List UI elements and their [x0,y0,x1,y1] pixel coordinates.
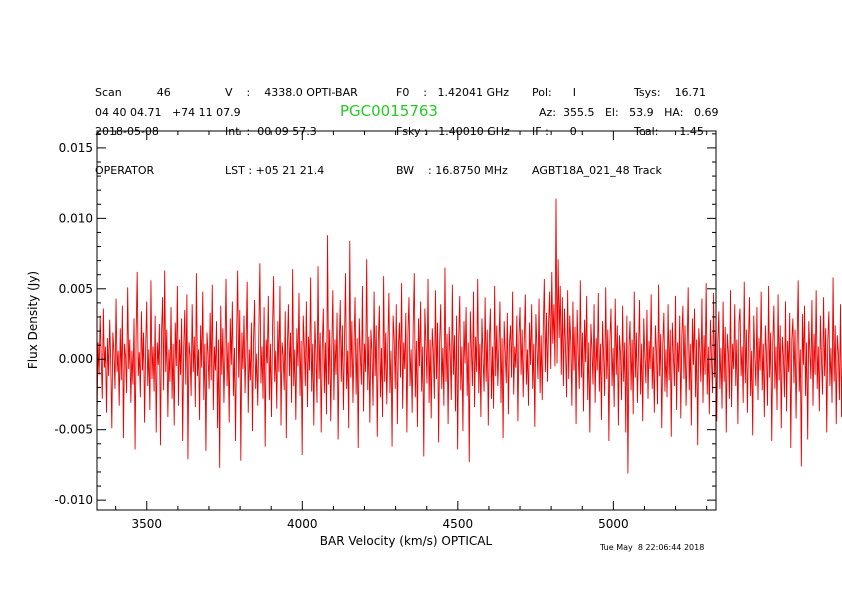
operator-label: OPERATOR [95,164,155,177]
tsys-label: Tsys: 16.71 [634,86,707,99]
project-label: AGBT18A_021_48 Track [532,164,662,177]
tick-layer: 3500 4000 4500 5000 -0.010 -0.005 0.000 0.005 0.… [54,131,716,531]
header-col1: Scan 46 2018-05-08 OPERATOR [95,60,171,190]
x-tick-label: 4000 [287,517,318,531]
x-tick-label: 3500 [131,517,162,531]
y-tick-label: 0.015 [59,141,93,155]
y-tick-label: -0.005 [54,423,93,437]
scan-label: Scan 46 [95,86,171,99]
f0-label: F0 : 1.42041 GHz [396,86,510,99]
source-name: PGC0015763 [340,102,438,120]
azel-label: Az: 355.5 El: 53.9 HA: 0.69 [539,106,719,119]
footer-timestamp: Tue May 8 22:06:44 2018 [600,543,705,552]
coords-label: 04 40 04.71 +74 11 07.9 [95,106,241,119]
x-tick-label: 5000 [598,517,629,531]
x-tick-label: 4500 [443,517,474,531]
y-tick-label: 0.000 [59,352,93,366]
plot-frame [96,130,717,511]
pol-label: Pol: I [532,86,576,99]
velocity-label: V : 4338.0 OPTI-BAR [225,86,358,99]
y-tick-label: -0.010 [54,493,93,507]
x-axis-label: BAR Velocity (km/s) OPTICAL [320,534,493,548]
series-layer [96,198,842,474]
bw-label: BW : 16.8750 MHz [396,164,508,177]
y-tick-label: 0.005 [59,282,93,296]
y-axis-label: Flux Density (Jy) [26,271,40,369]
y-tick-label: 0.010 [59,211,93,225]
lst-label: LST : +05 21 21.4 [225,164,325,177]
spectrum-series-0 [96,198,842,474]
